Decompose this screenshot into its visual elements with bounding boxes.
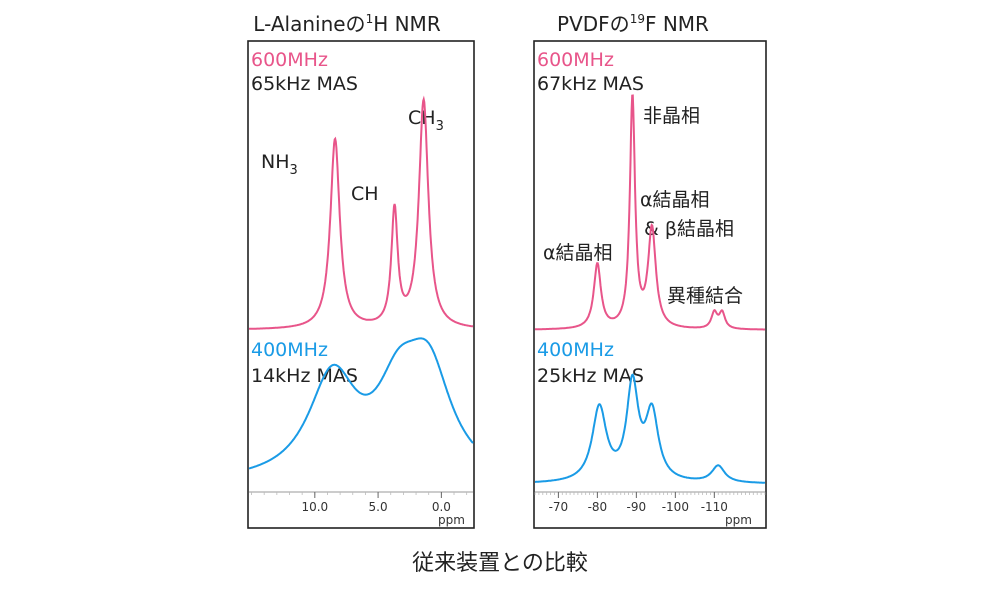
panel-1-tick-label: 0.0 bbox=[432, 500, 451, 514]
peak-label-heterojunction: 異種結合 bbox=[667, 285, 743, 307]
panel-1-frame bbox=[247, 40, 475, 529]
panel-1-high-mas-label: 65kHz MAS bbox=[251, 73, 358, 95]
panel-2-low-field-label: 400MHz bbox=[537, 339, 614, 361]
peak-label-ch3-sub: 3 bbox=[436, 119, 444, 134]
panel-2-title-prefix: PVDFの bbox=[557, 12, 630, 36]
panel-1-title-suffix: H NMR bbox=[373, 12, 441, 36]
peak-label-alpha-crystal-2: α結晶相 bbox=[640, 189, 710, 211]
panel-2-title-suffix: F NMR bbox=[645, 12, 709, 36]
panel-2-title: PVDFの19F NMR bbox=[557, 12, 709, 36]
panel-2-tick-label: -70 bbox=[549, 500, 569, 514]
panel-2-spectrum-low-field bbox=[535, 373, 766, 484]
panel-2-tick-label: -90 bbox=[627, 500, 647, 514]
panel-1-spectrum-high-field bbox=[248, 95, 474, 330]
panel-2-spectrum-high-field bbox=[535, 94, 765, 331]
peak-label-nh3-sub: 3 bbox=[290, 163, 298, 178]
panel-2-tick-label: -80 bbox=[588, 500, 608, 514]
panel-2-tick-label: -110 bbox=[701, 500, 728, 514]
panel-1-tick-label: 10.0 bbox=[301, 500, 328, 514]
panel-1-x-axis-unit: ppm bbox=[438, 513, 465, 527]
panel-2-frame bbox=[533, 40, 767, 529]
peak-label-amorphous: 非晶相 bbox=[643, 105, 700, 127]
panel-1-title-sup: 1 bbox=[366, 12, 374, 26]
panel-1-tick-label: 5.0 bbox=[369, 500, 388, 514]
panel-2-high-field-label: 600MHz bbox=[537, 49, 614, 71]
peak-label-alpha-crystal: α結晶相 bbox=[543, 242, 613, 264]
panel-1-low-field-label: 400MHz bbox=[251, 339, 328, 361]
panel-2-tick-label: -100 bbox=[662, 500, 689, 514]
figure-caption: 従来装置との比較 bbox=[412, 551, 588, 576]
peak-label-nh3: NH3 bbox=[261, 151, 298, 178]
panel-2-x-axis-unit: ppm bbox=[725, 513, 752, 527]
panel-1-title: L-Alanineの1H NMR bbox=[253, 12, 441, 36]
peak-label-ch-base: CH bbox=[351, 183, 379, 205]
panel-2-low-mas-label: 25kHz MAS bbox=[537, 365, 644, 387]
spectra-layer: 10.0 5.0 0.0 -70 -80 -90 -100 -110 bbox=[248, 94, 766, 514]
panel-1-high-field-label: 600MHz bbox=[251, 49, 328, 71]
panel-2-high-mas-label: 67kHz MAS bbox=[537, 73, 644, 95]
peak-label-ch: CH bbox=[351, 183, 379, 205]
peak-label-nh3-base: NH bbox=[261, 151, 290, 173]
panel-2-title-sup: 19 bbox=[630, 12, 645, 26]
panel-1-low-mas-label: 14kHz MAS bbox=[251, 365, 358, 387]
panel-1-spectrum-low-field bbox=[248, 337, 474, 470]
peak-label-beta-crystal: & β結晶相 bbox=[644, 218, 734, 240]
panel-1-title-prefix: L-Alanineの bbox=[253, 12, 365, 36]
